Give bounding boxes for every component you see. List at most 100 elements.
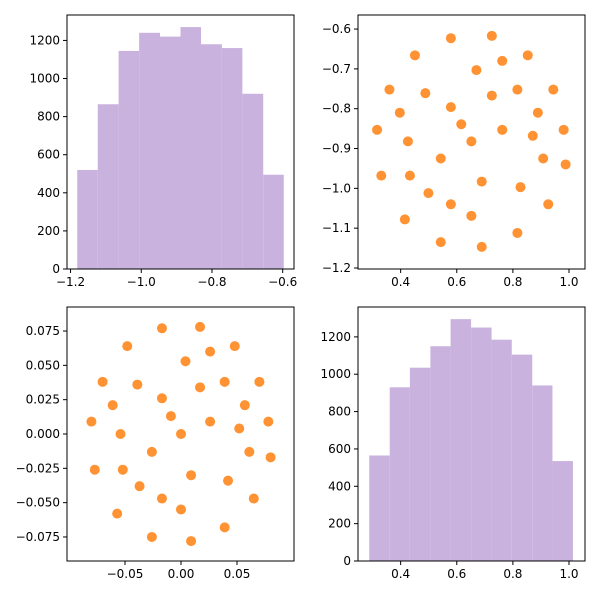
bar: [97, 104, 119, 269]
bar: [369, 455, 390, 561]
point: [234, 423, 245, 434]
y-tick-label: −1.0: [322, 181, 351, 195]
y-tick-label: −0.050: [16, 496, 60, 510]
point: [538, 153, 549, 164]
point: [476, 241, 487, 252]
y-tick-label: −1.1: [322, 221, 351, 235]
point: [195, 382, 206, 393]
point: [115, 429, 126, 439]
y-tick-label: −0.9: [322, 142, 351, 156]
point: [560, 159, 571, 170]
axes-frame: [357, 306, 586, 562]
point: [156, 393, 167, 404]
point: [402, 136, 413, 147]
point: [180, 356, 191, 367]
bar: [159, 36, 181, 269]
x-tick-label: −1.2: [56, 275, 85, 289]
point: [548, 84, 559, 95]
point: [471, 65, 482, 76]
point: [399, 214, 410, 225]
point: [435, 153, 446, 164]
y-tick-label: 1000: [29, 72, 60, 86]
y-tick-label: −0.6: [322, 22, 351, 36]
bar: [471, 327, 492, 561]
point: [558, 124, 569, 135]
bar: [118, 50, 140, 270]
point: [522, 50, 533, 61]
y-tick-label: 600: [328, 442, 351, 456]
y-tick-label: 800: [37, 110, 60, 124]
point: [263, 416, 274, 427]
y-tick-label: 0.025: [26, 393, 60, 407]
bar: [201, 44, 222, 269]
y-tick-label: 0: [343, 554, 351, 568]
point: [117, 464, 128, 475]
axes-frame: [66, 14, 295, 270]
bar: [389, 387, 410, 561]
point: [532, 107, 543, 118]
point: [372, 124, 383, 135]
bar: [263, 174, 284, 269]
point: [156, 323, 167, 334]
y-tick-label: 1200: [320, 330, 351, 344]
y-tick-label: 0: [52, 262, 60, 276]
point: [486, 30, 497, 41]
bar: [409, 367, 431, 561]
point: [176, 504, 187, 515]
point: [466, 136, 477, 147]
x-tick-label: 0.4: [391, 275, 410, 289]
point: [165, 411, 176, 422]
point: [486, 90, 497, 101]
point: [97, 376, 108, 387]
point: [219, 376, 230, 387]
x-tick-label: −0.8: [197, 275, 226, 289]
point: [527, 130, 538, 141]
bar: [180, 27, 202, 269]
bar: [430, 346, 451, 561]
y-tick-label: 800: [328, 405, 351, 419]
subplot: −1.2 −1.0 −0.8 −0.6 0 200 400 600 800 1000 1200: [29, 14, 297, 289]
point: [466, 210, 477, 221]
point: [244, 446, 255, 457]
point: [219, 522, 230, 533]
point: [107, 400, 118, 411]
point: [195, 321, 206, 332]
point: [394, 107, 405, 118]
point: [254, 376, 265, 387]
y-tick-label: 400: [37, 186, 60, 200]
x-tick-label: 0.6: [447, 275, 466, 289]
bar: [532, 385, 553, 561]
y-tick-label: 1000: [320, 367, 351, 381]
point: [146, 446, 157, 457]
y-tick-label: 600: [37, 148, 60, 162]
bar: [77, 169, 98, 269]
point: [146, 531, 157, 542]
y-tick-label: −0.025: [16, 461, 60, 475]
bar: [491, 339, 512, 561]
y-tick-label: 400: [328, 479, 351, 493]
x-tick-label: 0.8: [503, 275, 522, 289]
point: [543, 199, 554, 210]
point: [86, 416, 97, 427]
x-tick-label: 1.0: [559, 275, 578, 289]
point: [134, 481, 145, 492]
point: [239, 400, 250, 411]
y-tick-label: 200: [37, 224, 60, 238]
x-tick-label: −1.0: [127, 275, 156, 289]
point: [435, 237, 446, 248]
point: [512, 227, 523, 238]
bar: [552, 461, 573, 561]
point: [497, 124, 508, 135]
x-tick-label: −0.05: [107, 567, 144, 581]
x-tick-label: 0.8: [503, 567, 522, 581]
point: [205, 416, 216, 427]
point: [445, 199, 456, 210]
bar: [511, 354, 533, 561]
point: [122, 341, 133, 352]
point: [409, 50, 420, 61]
x-tick-label: 1.0: [559, 567, 578, 581]
y-tick-label: −0.7: [322, 62, 351, 76]
point: [229, 341, 240, 352]
x-tick-label: −0.6: [268, 275, 297, 289]
